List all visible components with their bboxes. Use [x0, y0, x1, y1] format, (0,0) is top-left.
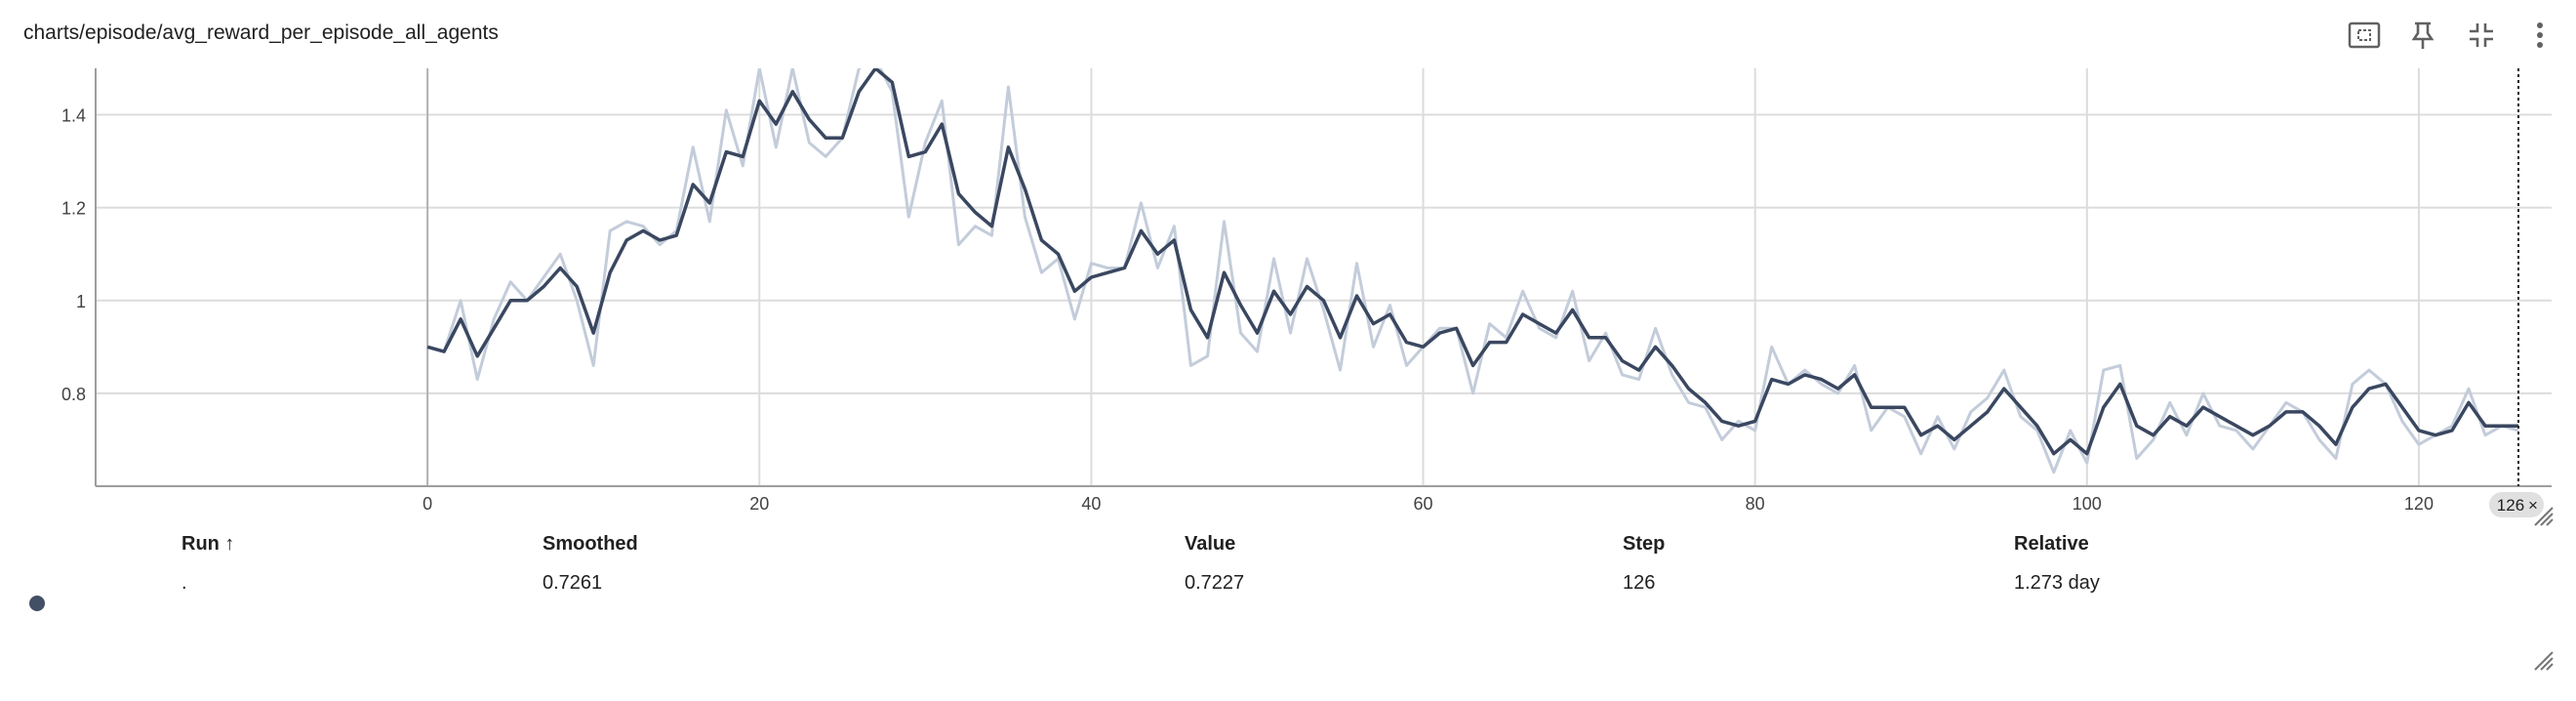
line-chart[interactable]: 0.8 1 1.2 1.4 0 20 40 60 80 100 120 126 ×: [0, 59, 2576, 527]
collapse-icon: [2470, 23, 2493, 47]
hover-step-label: 126: [2497, 496, 2524, 515]
y-tick-label: 0.8: [61, 385, 86, 404]
collapse-button[interactable]: [2461, 18, 2502, 53]
x-tick-label: 20: [749, 494, 769, 514]
card-resize-handle-icon[interactable]: [2533, 650, 2555, 672]
pin-icon: [2411, 21, 2435, 49]
smoothed-series-line: [426, 68, 2518, 456]
header-relative: Relative: [2014, 533, 2089, 555]
x-tick-label: 80: [1746, 494, 1765, 514]
fit-domain-icon: [2348, 21, 2381, 49]
x-tick-label: 40: [1081, 494, 1101, 514]
cell-run: .: [181, 572, 187, 594]
y-tick-label: 1.4: [61, 106, 86, 126]
more-vert-icon: [2537, 22, 2543, 48]
card-toolbar: [2344, 18, 2560, 53]
cell-value: 0.7227: [1185, 572, 1245, 594]
cell-smoothed: 0.7261: [543, 572, 603, 594]
close-icon: ×: [2528, 496, 2538, 515]
x-tick-label: 100: [2073, 494, 2102, 514]
header-step: Step: [1623, 533, 1666, 555]
fit-domain-button[interactable]: [2344, 18, 2385, 53]
hover-step-chip: [2488, 492, 2544, 517]
chart-area[interactable]: 0.8 1 1.2 1.4 0 20 40 60 80 100 120 126 ×: [0, 59, 2576, 527]
y-tick-label: 1.2: [61, 199, 86, 219]
header-value: Value: [1185, 533, 1236, 555]
cell-step: 126: [1623, 572, 1656, 594]
pin-button[interactable]: [2402, 18, 2443, 53]
y-tick-label: 1: [76, 292, 86, 311]
run-color-dot: [29, 596, 45, 611]
chart-resize-handle-icon[interactable]: [2533, 506, 2555, 527]
x-tick-label: 0: [423, 494, 432, 514]
raw-series-line: [426, 68, 2519, 474]
x-tick-label: 120: [2404, 494, 2434, 514]
card-title: charts/episode/avg_reward_per_episode_al…: [23, 21, 499, 44]
cell-relative: 1.273 day: [2014, 572, 2100, 594]
header-run[interactable]: Run ↑: [181, 533, 235, 555]
x-tick-label: 60: [1414, 494, 1433, 514]
header-smoothed: Smoothed: [543, 533, 638, 555]
more-options-button[interactable]: [2519, 18, 2560, 53]
